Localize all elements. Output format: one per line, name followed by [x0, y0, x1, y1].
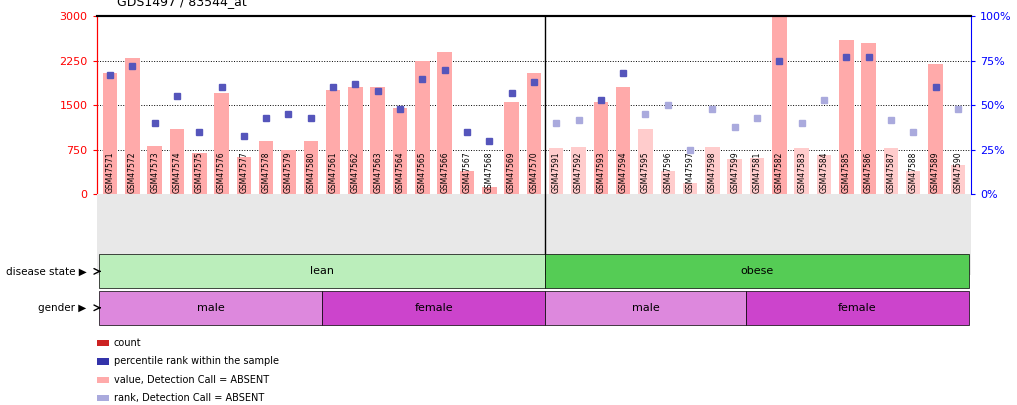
Bar: [237, 157, 251, 194]
Bar: [482, 187, 496, 194]
Bar: [460, 171, 474, 194]
Text: disease state ▶: disease state ▶: [6, 266, 86, 276]
Bar: [545, 291, 745, 325]
Bar: [639, 129, 653, 194]
Bar: [661, 171, 675, 194]
Bar: [929, 64, 943, 194]
Bar: [545, 254, 969, 288]
Text: percentile rank within the sample: percentile rank within the sample: [114, 356, 279, 367]
Bar: [370, 87, 385, 194]
Bar: [750, 158, 765, 194]
Bar: [170, 129, 184, 194]
Bar: [794, 148, 809, 194]
Bar: [594, 102, 608, 194]
Bar: [215, 94, 229, 194]
Bar: [727, 159, 742, 194]
Bar: [705, 147, 720, 194]
Bar: [282, 150, 296, 194]
Text: obese: obese: [740, 266, 774, 276]
Bar: [322, 291, 545, 325]
Bar: [745, 291, 969, 325]
Bar: [325, 90, 341, 194]
Bar: [772, 16, 786, 194]
Bar: [259, 141, 274, 194]
Bar: [348, 87, 363, 194]
Text: lean: lean: [310, 266, 334, 276]
Bar: [549, 148, 563, 194]
Text: count: count: [114, 338, 141, 348]
Text: value, Detection Call = ABSENT: value, Detection Call = ABSENT: [114, 375, 270, 385]
Bar: [682, 183, 698, 194]
Bar: [527, 72, 541, 194]
Bar: [393, 108, 407, 194]
Bar: [303, 141, 318, 194]
Bar: [817, 155, 831, 194]
Text: female: female: [414, 303, 453, 313]
Bar: [103, 72, 117, 194]
Bar: [951, 165, 965, 194]
Bar: [504, 102, 519, 194]
Text: male: male: [632, 303, 659, 313]
Bar: [99, 291, 322, 325]
Text: male: male: [196, 303, 225, 313]
Text: rank, Detection Call = ABSENT: rank, Detection Call = ABSENT: [114, 393, 264, 403]
Bar: [437, 52, 452, 194]
Bar: [192, 153, 206, 194]
Bar: [884, 148, 898, 194]
Bar: [616, 87, 631, 194]
Bar: [906, 171, 920, 194]
Bar: [147, 146, 162, 194]
Bar: [861, 43, 876, 194]
Bar: [125, 58, 139, 194]
Bar: [572, 147, 586, 194]
Text: GDS1497 / 83544_at: GDS1497 / 83544_at: [117, 0, 247, 8]
Text: female: female: [838, 303, 877, 313]
Text: gender ▶: gender ▶: [39, 303, 86, 313]
Bar: [99, 254, 545, 288]
Bar: [415, 61, 429, 194]
Bar: [839, 40, 853, 194]
